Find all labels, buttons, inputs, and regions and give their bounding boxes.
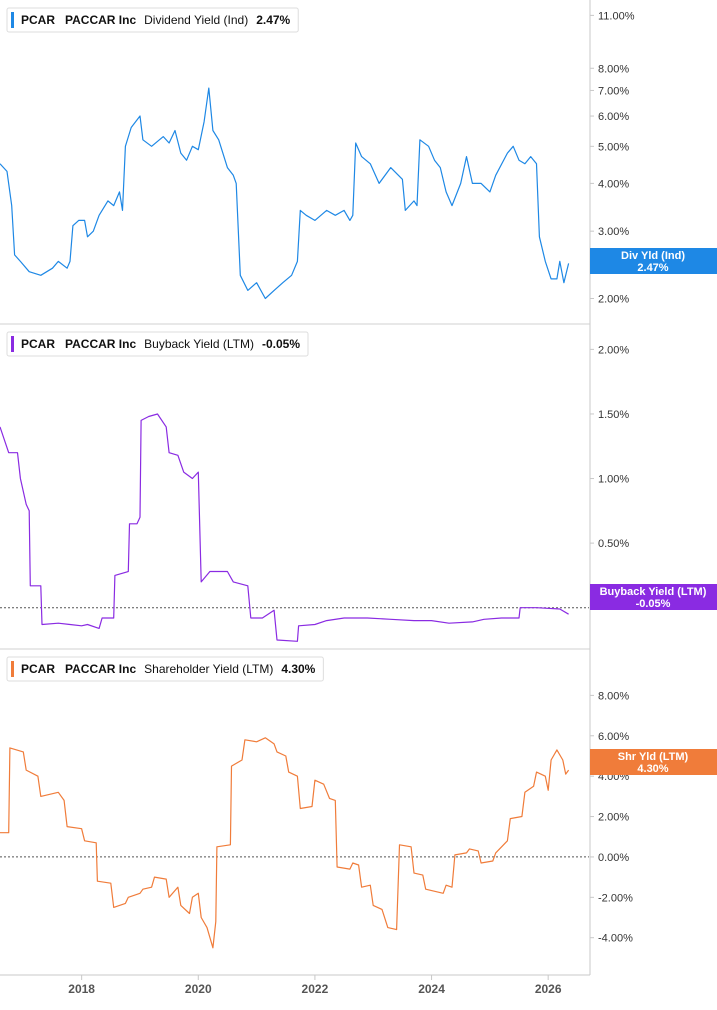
y-tick-label: 11.00% (598, 10, 635, 22)
series-line (0, 87, 570, 300)
legend-current-value: 4.30% (281, 662, 315, 676)
legend-box (6, 7, 299, 33)
y-tick-label: 2.00% (598, 812, 629, 824)
legend-swatch (11, 12, 14, 28)
y-tick-label: 5.00% (598, 141, 629, 153)
badge-label: Buyback Yield (LTM) (600, 586, 707, 598)
legend-metric: Dividend Yield (Ind) (144, 13, 248, 27)
x-tick-label: 2024 (418, 982, 445, 996)
y-tick-label: 7.00% (598, 85, 629, 97)
series-line (0, 413, 569, 642)
legend-company: PACCAR Inc (65, 337, 136, 351)
y-tick-label: 6.00% (598, 731, 629, 743)
badge-background (590, 248, 717, 274)
y-tick-label: 3.00% (598, 226, 629, 238)
legend-swatch (11, 336, 14, 352)
badge-label: Div Yld (Ind) (621, 250, 685, 262)
badge-value: 2.47% (637, 262, 668, 274)
legend-current-value: 2.47% (256, 13, 290, 27)
y-tick-label: 1.00% (598, 474, 629, 486)
y-tick-label: 0.00% (598, 852, 629, 864)
x-tick-label: 2026 (535, 982, 562, 996)
legend: PCAR PACCAR Inc Shareholder Yield (LTM) 4.3… (6, 656, 324, 682)
legend-ticker: PCAR (21, 337, 55, 351)
badge-value: -0.05% (636, 598, 671, 610)
legend-metric: Shareholder Yield (LTM) (144, 662, 273, 676)
x-tick-label: 2018 (68, 982, 95, 996)
legend-metric: Buyback Yield (LTM) (144, 337, 254, 351)
legend-box (6, 656, 324, 682)
current-value-badge: Shr Yld (LTM)4.30% (590, 749, 717, 775)
current-value-badge: Div Yld (Ind)2.47% (590, 248, 717, 274)
legend: PCAR PACCAR Inc Dividend Yield (Ind) 2.47% (6, 7, 299, 33)
y-tick-label: 2.00% (598, 294, 629, 306)
series-line (0, 737, 570, 949)
current-value-badge: Buyback Yield (LTM)-0.05% (590, 584, 717, 610)
legend-swatch (11, 661, 14, 677)
x-tick-label: 2020 (185, 982, 212, 996)
y-tick-label: 0.50% (598, 538, 629, 550)
y-tick-label: 8.00% (598, 690, 629, 702)
legend-company: PACCAR Inc (65, 13, 136, 27)
y-tick-label: 6.00% (598, 111, 629, 123)
chart-panel-2: 2.00% 1.50% 1.00% 0.50% PCAR PACCAR Inc Buybac… (0, 331, 717, 642)
chart-panel-1: 11.00% 8.00% 7.00% 6.00% 5.00% 4.00% 3.00% 2.00… (0, 7, 717, 306)
legend: PCAR PACCAR Inc Buyback Yield (LTM) -0.05% (6, 331, 309, 357)
y-tick-label: -2.00% (598, 892, 633, 904)
x-axis: 2018 2020 2022 2024 2026 (68, 975, 562, 996)
y-tick-label: 2.00% (598, 344, 629, 356)
badge-value: 4.30% (637, 763, 668, 775)
x-tick-label: 2022 (302, 982, 329, 996)
y-tick-label: -4.00% (598, 933, 633, 945)
badge-background (590, 584, 717, 610)
legend-box (6, 331, 309, 357)
y-tick-label: 4.00% (598, 178, 629, 190)
chart-panel-3: 8.00%6.00%4.00%2.00%0.00%-2.00%-4.00%PCA… (0, 656, 717, 949)
legend-ticker: PCAR (21, 662, 55, 676)
legend-ticker: PCAR (21, 13, 55, 27)
legend-current-value: -0.05% (262, 337, 300, 351)
badge-label: Shr Yld (LTM) (618, 751, 689, 763)
y-tick-label: 1.50% (598, 409, 629, 421)
y-tick-label: 8.00% (598, 63, 629, 75)
badge-background (590, 749, 717, 775)
legend-company: PACCAR Inc (65, 662, 136, 676)
